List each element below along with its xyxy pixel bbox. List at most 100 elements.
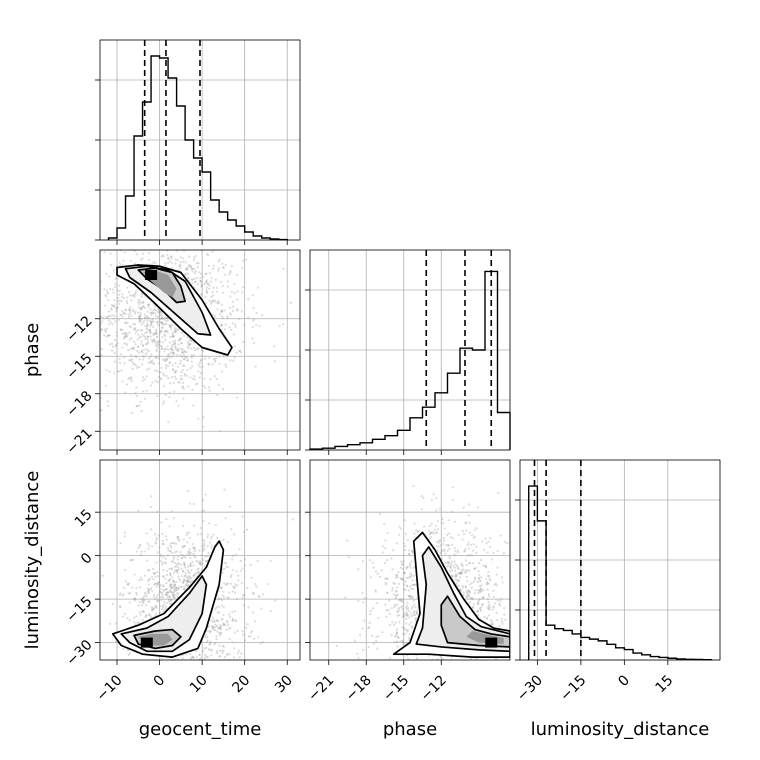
- pair-geocent-time-vs-luminosity-distance-scatter-point: [201, 549, 205, 553]
- pair-geocent-time-vs-luminosity-distance-scatter-point: [171, 576, 174, 579]
- pair-phase-vs-luminosity-distance-scatter-point: [492, 745, 494, 747]
- pair-geocent-time-vs-phase-scatter-point: [205, 280, 208, 283]
- pair-geocent-time-vs-phase-scatter-point: [141, 355, 145, 358]
- pair-geocent-time-vs-luminosity-distance-scatter-point: [170, 598, 173, 601]
- pair-geocent-time-vs-phase-scatter-point: [103, 251, 106, 254]
- pair-phase-vs-luminosity-distance-scatter-point: [402, 572, 406, 575]
- pair-geocent-time-vs-phase-scatter-point: [154, 312, 157, 315]
- pair-phase-vs-luminosity-distance-scatter-point: [402, 641, 405, 644]
- pair-geocent-time-vs-phase-scatter-point: [172, 331, 175, 334]
- pair-phase-vs-luminosity-distance-scatter-point: [449, 564, 452, 567]
- pair-phase-vs-luminosity-distance-scatter-point: [451, 678, 453, 680]
- pair-geocent-time-vs-luminosity-distance-scatter-point: [213, 643, 216, 646]
- pair-geocent-time-vs-phase-scatter-point: [169, 324, 173, 327]
- pair-geocent-time-vs-luminosity-distance-scatter-point: [188, 580, 191, 583]
- pair-geocent-time-vs-luminosity-distance-scatter-point: [156, 582, 159, 586]
- pair-geocent-time-vs-luminosity-distance-scatter-point: [174, 551, 177, 554]
- pair-phase-vs-luminosity-distance-scatter-point: [437, 541, 440, 545]
- pair-geocent-time-vs-luminosity-distance-scatter-point: [202, 520, 205, 523]
- pair-geocent-time-vs-luminosity-distance-scatter-point: [250, 576, 253, 579]
- pair-phase-vs-luminosity-distance-scatter-point: [479, 588, 482, 591]
- pair-phase-vs-luminosity-distance-scatter-point: [395, 574, 398, 577]
- pair-geocent-time-vs-phase-scatter-point: [142, 334, 145, 338]
- pair-geocent-time-vs-phase-scatter-point: [186, 358, 190, 362]
- pair-phase-vs-luminosity-distance-scatter-point: [452, 564, 455, 568]
- pair-geocent-time-vs-luminosity-distance-scatter-point: [220, 586, 223, 589]
- marginal-luminosity-distance-x-tick-label: −30: [514, 672, 546, 704]
- pair-geocent-time-vs-luminosity-distance-scatter-point: [177, 592, 180, 595]
- pair-geocent-time-vs-phase-scatter-point: [157, 343, 161, 346]
- pair-geocent-time-vs-phase-scatter-point: [197, 347, 200, 350]
- pair-geocent-time-vs-phase-scatter-point: [104, 304, 107, 307]
- pair-geocent-time-vs-luminosity-distance-scatter-point: [218, 626, 221, 629]
- pair-geocent-time-vs-phase-scatter-point: [160, 326, 164, 329]
- pair-phase-vs-luminosity-distance-scatter-point: [451, 665, 453, 667]
- pair-geocent-time-vs-luminosity-distance-scatter-point: [228, 591, 231, 594]
- pair-geocent-time-vs-luminosity-distance-scatter-point: [221, 644, 225, 648]
- pair-geocent-time-vs-luminosity-distance-scatter-point: [234, 619, 237, 623]
- pair-geocent-time-vs-phase-scatter-point: [238, 350, 241, 353]
- pair-phase-vs-luminosity-distance-scatter-point: [409, 572, 412, 575]
- pair-phase-vs-luminosity-distance-scatter-point: [374, 589, 377, 592]
- pair-geocent-time-vs-phase-scatter-point: [131, 347, 134, 350]
- pair-phase-vs-luminosity-distance-scatter-point: [404, 580, 407, 583]
- pair-geocent-time-vs-luminosity-distance-scatter-point: [222, 624, 225, 627]
- pair-geocent-time-vs-phase-scatter-point: [148, 328, 151, 332]
- pair-geocent-time-vs-phase-scatter-point: [155, 348, 158, 351]
- pair-geocent-time-vs-phase-scatter-point: [189, 342, 192, 345]
- pair-geocent-time-vs-luminosity-distance-scatter-point: [168, 598, 171, 601]
- pair-phase-vs-luminosity-distance-scatter-point: [430, 522, 433, 525]
- pair-phase-vs-luminosity-distance-scatter-point: [498, 602, 501, 606]
- pair-geocent-time-vs-luminosity-distance-scatter-point: [216, 611, 220, 614]
- pair-geocent-time-vs-luminosity-distance-scatter-point: [240, 582, 243, 585]
- pair-phase-vs-luminosity-distance-scatter-point: [490, 670, 492, 672]
- pair-geocent-time-vs-phase-scatter-point: [228, 326, 231, 329]
- pair-phase-vs-luminosity-distance-scatter-point: [421, 684, 423, 686]
- pair-geocent-time-vs-luminosity-distance-scatter-point: [170, 590, 173, 593]
- pair-phase-vs-luminosity-distance-scatter-point: [403, 587, 406, 590]
- pair-geocent-time-vs-phase-scatter-point: [105, 327, 109, 330]
- pair-phase-vs-luminosity-distance-scatter-point: [479, 609, 482, 612]
- pair-phase-vs-luminosity-distance-scatter-point: [388, 670, 390, 672]
- pair-phase-vs-luminosity-distance-scatter-point: [470, 668, 472, 670]
- pair-phase-vs-luminosity-distance-scatter-point: [394, 594, 398, 597]
- pair-geocent-time-vs-phase-scatter-point: [183, 350, 186, 353]
- pair-geocent-time-vs-phase-scatter-point: [257, 286, 260, 289]
- pair-geocent-time-vs-luminosity-distance-scatter-point: [188, 536, 191, 539]
- pair-geocent-time-vs-luminosity-distance-x-tick-label: −10: [93, 672, 125, 704]
- pair-phase-vs-luminosity-distance-scatter-point: [480, 584, 483, 587]
- pair-geocent-time-vs-phase-scatter-point: [127, 242, 129, 244]
- pair-phase-vs-luminosity-distance-scatter-point: [411, 595, 414, 598]
- pair-geocent-time-vs-phase-scatter-point: [144, 353, 147, 356]
- pair-geocent-time-vs-phase-scatter-point: [199, 280, 203, 283]
- pair-geocent-time-vs-luminosity-distance-scatter-point: [166, 672, 168, 674]
- pair-phase-vs-luminosity-distance-scatter-point: [394, 590, 397, 593]
- pair-geocent-time-vs-phase-scatter-point: [137, 306, 140, 309]
- pair-geocent-time-vs-phase-scatter-point: [177, 328, 180, 332]
- pair-geocent-time-vs-phase-scatter-point: [155, 330, 158, 333]
- pair-geocent-time-vs-phase-scatter-point: [168, 361, 171, 365]
- pair-phase-vs-luminosity-distance-scatter-point: [393, 603, 397, 606]
- pair-phase-vs-luminosity-distance-scatter-point: [369, 613, 372, 616]
- pair-geocent-time-vs-luminosity-distance-scatter-point: [170, 587, 173, 590]
- pair-geocent-time-vs-phase-scatter-point: [151, 359, 154, 362]
- pair-geocent-time-vs-phase-scatter-point: [129, 306, 132, 309]
- pair-geocent-time-vs-luminosity-distance-scatter-point: [147, 592, 150, 595]
- pair-phase-vs-luminosity-distance-scatter-point: [420, 494, 423, 498]
- pair-geocent-time-vs-phase-scatter-point: [141, 390, 145, 393]
- pair-geocent-time-vs-luminosity-distance-scatter-point: [171, 560, 174, 563]
- pair-geocent-time-vs-phase-scatter-point: [196, 347, 199, 351]
- pair-geocent-time-vs-phase-scatter-point: [234, 323, 237, 326]
- pair-geocent-time-vs-luminosity-distance-scatter-point: [143, 574, 146, 577]
- pair-geocent-time-vs-luminosity-distance-scatter-point: [183, 666, 185, 668]
- pair-geocent-time-vs-luminosity-distance-scatter-point: [127, 592, 130, 595]
- pair-geocent-time-vs-luminosity-distance-scatter-point: [161, 596, 165, 599]
- pair-geocent-time-vs-phase-scatter-point: [171, 340, 175, 343]
- pair-geocent-time-vs-luminosity-distance-scatter-point: [231, 554, 234, 558]
- pair-geocent-time-vs-phase-scatter-point: [147, 303, 150, 306]
- pair-geocent-time-vs-phase-scatter-point: [146, 324, 149, 328]
- pair-geocent-time-vs-luminosity-distance-scatter-point: [166, 554, 170, 557]
- pair-geocent-time-vs-phase-scatter-point: [128, 376, 131, 379]
- pair-phase-vs-luminosity-distance-scatter-point: [459, 571, 463, 574]
- pair-geocent-time-vs-luminosity-distance-scatter-point: [181, 556, 184, 560]
